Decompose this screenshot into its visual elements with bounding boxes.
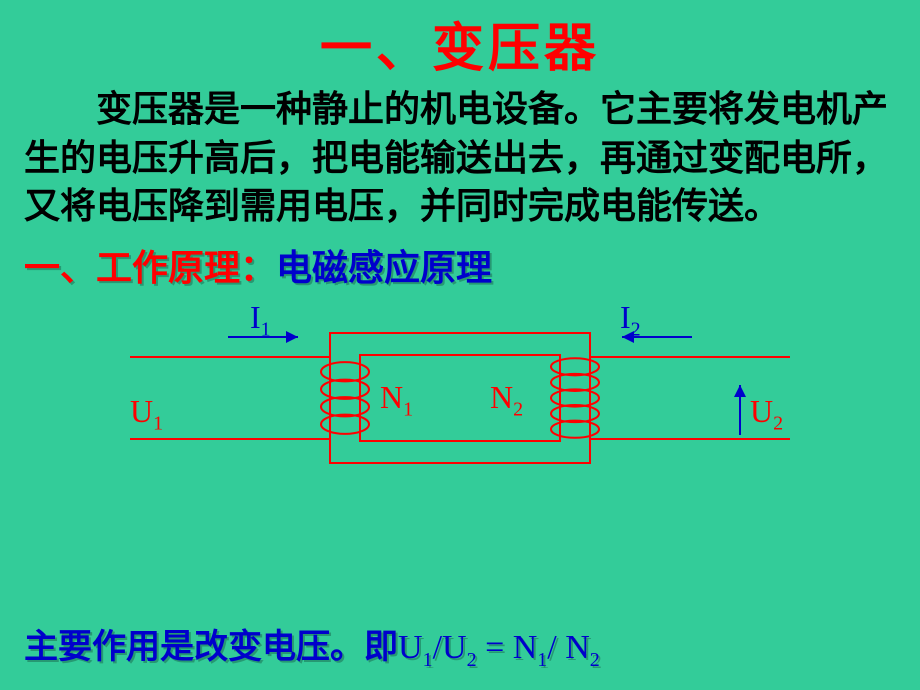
label-n2: N2 xyxy=(490,379,523,421)
body-paragraph: 变压器是一种静止的机电设备。它主要将发电机产生的电压升高后，把电能输送出去，再通… xyxy=(0,81,920,231)
formula-prefix: 主要作用是改变电压。即 xyxy=(24,628,398,666)
label-u1: U1 xyxy=(130,393,163,435)
label-i2: I2 xyxy=(620,299,641,341)
formula-expression: U1/U2 = N1/ N2 xyxy=(398,629,600,666)
diagram-svg xyxy=(0,285,920,485)
formula-line: 主要作用是改变电压。即U1/U2 = N1/ N2 xyxy=(0,619,920,672)
secondary-coil xyxy=(551,358,599,438)
label-u2: U2 xyxy=(750,393,783,435)
voltage-arrow-u2 xyxy=(734,385,746,435)
label-n1: N1 xyxy=(380,379,413,421)
subheading: 一、工作原理：电磁感应原理 xyxy=(0,231,920,291)
primary-coil xyxy=(321,362,369,434)
subheading-label: 一、工作原理： xyxy=(24,248,276,288)
slide-title: 一、变压器 xyxy=(0,0,920,81)
label-i1: I1 xyxy=(250,299,271,341)
transformer-diagram: I1 I2 U1 U2 N1 N2 xyxy=(0,285,920,485)
subheading-value: 电磁感应原理 xyxy=(276,248,492,288)
